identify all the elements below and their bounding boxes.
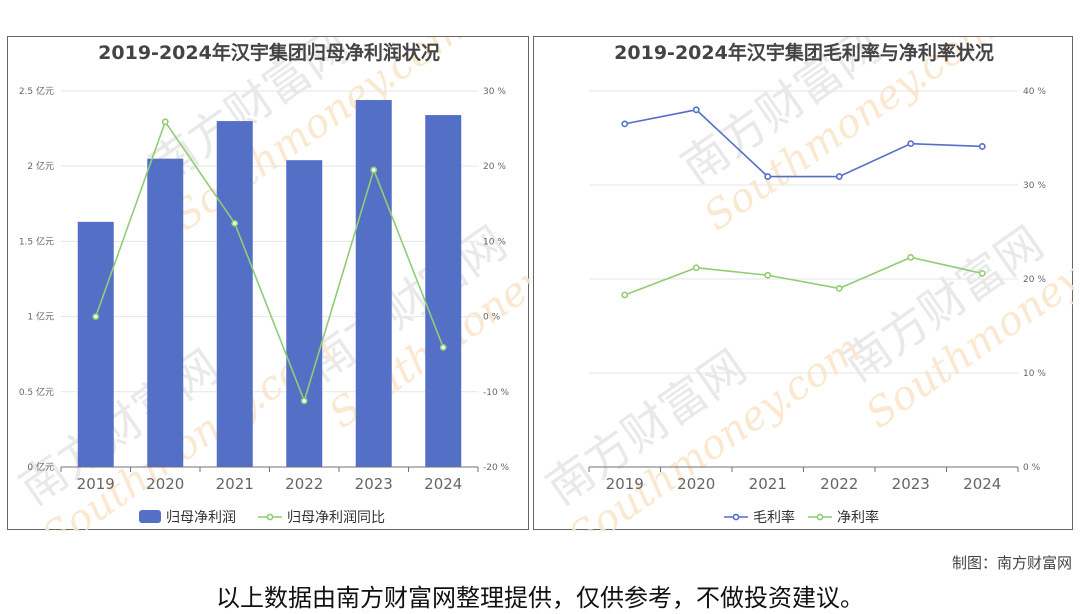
point-net-margin-2023	[907, 253, 915, 261]
chart-title: 2019-2024年汉宇集团归母净利润状况	[98, 41, 440, 64]
chart-credit: 制图：南方财富网	[951, 554, 1072, 572]
legend[interactable]: 毛利率 净利率	[724, 509, 879, 526]
net-profit-chart: 南方财富网Southmoney.com南方财富网Southmoney.com南方…	[9, 37, 530, 531]
y-right-tick-label: 30 %	[1023, 181, 1046, 191]
point-net-margin-2022	[835, 284, 843, 292]
margin-chart: 南方财富网Southmoney.com南方财富网Southmoney.com南方…	[536, 37, 1074, 531]
y-right-tick-label: 10 %	[1023, 369, 1046, 379]
point-gross-margin-2021	[764, 173, 772, 180]
bar-net-profit-2024	[425, 115, 462, 468]
point-yoy-2021	[231, 219, 239, 227]
y-right-tick-label: 20 %	[483, 162, 506, 172]
y-right-tick-label: -20 %	[483, 463, 510, 473]
y-right-tick-label: 20 %	[1023, 275, 1046, 285]
y-right-tick-label: 0 %	[483, 313, 501, 323]
y-right-tick-label: 30 %	[483, 87, 506, 97]
point-yoy-2024	[439, 344, 447, 351]
legend-marker	[816, 513, 824, 521]
bar-net-profit-2019	[77, 221, 114, 467]
line-net-profit-yoy	[94, 120, 444, 404]
y-left-tick-label: 2 亿元	[27, 160, 54, 172]
x-tick-label: 2019	[77, 475, 115, 493]
y-left-tick-label: 0 亿元	[27, 461, 54, 473]
chart-title: 2019-2024年汉宇集团毛利率与净利率状况	[614, 41, 994, 64]
point-net-margin-2024	[978, 269, 986, 277]
x-tick-label: 2024	[424, 475, 462, 493]
point-yoy-2019	[92, 313, 100, 320]
point-net-margin-2020	[692, 264, 700, 272]
x-tick-label: 2024	[963, 475, 1001, 493]
legend-label-net-margin[interactable]: 净利率	[837, 509, 879, 526]
point-net-margin-2019	[621, 291, 629, 299]
y-left-tick-label: 1 亿元	[27, 311, 54, 323]
bar-net-profit-2020	[147, 158, 184, 467]
x-tick-label: 2023	[355, 475, 393, 493]
point-yoy-2023	[370, 166, 378, 174]
x-tick-label: 2019	[606, 475, 644, 493]
watermark: 南方财富网Southmoney.com南方财富网Southmoney.com南方…	[536, 37, 1074, 531]
legend-label-yoy[interactable]: 归母净利润同比	[287, 509, 385, 526]
x-tick-label: 2020	[146, 475, 184, 493]
x-tick-label: 2021	[216, 475, 254, 493]
point-gross-margin-2023	[907, 140, 915, 148]
legend-label-net-profit[interactable]: 归母净利润	[166, 509, 236, 526]
legend-label-gross-margin[interactable]: 毛利率	[753, 509, 795, 526]
bar-net-profit-2021	[216, 121, 253, 467]
line-series-net-margin	[624, 256, 983, 296]
chart-panel-net-profit: 南方财富网Southmoney.com南方财富网Southmoney.com南方…	[7, 36, 530, 531]
y-left-tick-label: 2.5 亿元	[19, 85, 54, 97]
y-right-tick-label: 10 %	[483, 237, 506, 247]
x-tick-label: 2020	[677, 475, 715, 493]
y-left-tick-label: 1.5 亿元	[19, 235, 54, 247]
chart-panel-margins: 南方财富网 Southmoney.com 南方财富网 Southmoney.com 南方…	[533, 36, 1074, 531]
line-series-gross-margin	[624, 108, 983, 178]
bar-net-profit-2023	[355, 100, 392, 468]
point-net-margin-2021	[764, 271, 772, 279]
legend-marker	[266, 513, 274, 521]
point-yoy-2020	[161, 118, 169, 126]
point-gross-margin-2022	[835, 173, 843, 180]
x-tick-label: 2023	[892, 475, 930, 493]
point-gross-margin-2024	[978, 143, 986, 150]
x-tick-label: 2022	[820, 475, 858, 493]
y-left-tick-label: 0.5 亿元	[19, 386, 54, 398]
point-gross-margin-2019	[621, 120, 629, 128]
y-right-tick-label: 40 %	[1023, 87, 1046, 97]
legend-marker	[732, 513, 740, 521]
disclaimer-text: 以上数据由南方财富网整理提供，仅供参考，不做投资建议。	[216, 584, 864, 612]
legend-swatch-bar	[139, 510, 161, 523]
x-tick-label: 2021	[749, 475, 787, 493]
point-gross-margin-2020	[692, 106, 700, 114]
x-tick-label: 2022	[285, 475, 323, 493]
y-right-tick-label: 0 %	[1023, 463, 1041, 473]
bar-net-profit-2022	[286, 160, 323, 467]
y-right-tick-label: -10 %	[483, 388, 510, 398]
legend[interactable]: 归母净利润 归母净利润同比	[139, 509, 385, 526]
point-yoy-2022	[300, 397, 308, 405]
